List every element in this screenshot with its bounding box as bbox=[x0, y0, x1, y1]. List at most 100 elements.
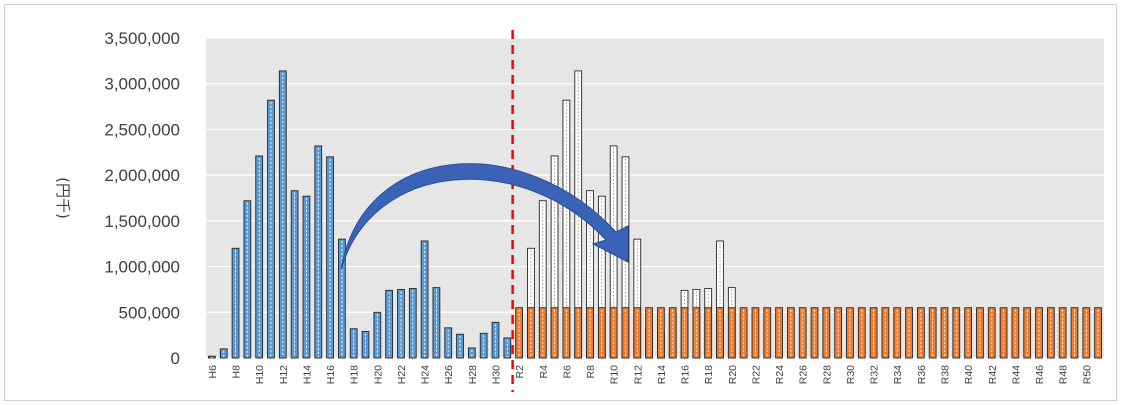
y-tick-label: 1,000,000 bbox=[104, 258, 180, 277]
bar-historical bbox=[326, 156, 334, 359]
x-tick-label: R50 bbox=[1081, 365, 1093, 384]
bar-historical bbox=[219, 348, 228, 359]
x-tick-label: R26 bbox=[798, 365, 810, 384]
bar-levelled bbox=[775, 307, 783, 359]
bar-levelled bbox=[846, 307, 854, 359]
x-tick-label: R32 bbox=[869, 365, 881, 384]
x-tick-label: R18 bbox=[703, 365, 715, 384]
bar-levelled bbox=[727, 307, 736, 359]
bar-levelled bbox=[562, 307, 571, 359]
bar-historical bbox=[267, 99, 275, 359]
bar-levelled bbox=[1094, 307, 1102, 359]
bar-historical bbox=[361, 331, 370, 359]
x-tick-label: R12 bbox=[632, 365, 644, 384]
x-tick-label: H26 bbox=[443, 365, 455, 384]
bar-historical bbox=[467, 347, 476, 359]
y-tick-label: 2,500,000 bbox=[104, 120, 180, 139]
x-tick-label: R48 bbox=[1058, 365, 1070, 384]
bar-levelled bbox=[869, 307, 878, 359]
bar-historical bbox=[479, 332, 488, 359]
x-axis-ticks: H6 H8 H10 H12 H14 H16 H18 H20 H22 H24 H26 H28 H30 R2 R… bbox=[207, 365, 1093, 384]
bar-levelled bbox=[739, 307, 748, 359]
x-tick-label: H24 bbox=[420, 365, 432, 384]
x-tick-label: R10 bbox=[609, 365, 621, 384]
bar-levelled bbox=[763, 307, 772, 359]
bar-levelled bbox=[1070, 307, 1079, 359]
x-tick-label: R30 bbox=[845, 365, 857, 384]
bar-levelled bbox=[834, 307, 843, 359]
bar-levelled bbox=[857, 307, 866, 359]
shift-arrow bbox=[340, 163, 629, 271]
x-tick-label: R6 bbox=[561, 365, 573, 379]
bar-historical bbox=[385, 289, 394, 359]
bar-levelled bbox=[515, 307, 523, 359]
x-tick-label: R24 bbox=[774, 365, 786, 384]
bar-levelled bbox=[621, 307, 630, 359]
bar-levelled bbox=[668, 307, 677, 359]
x-tick-label: R34 bbox=[892, 365, 904, 384]
bar-historical bbox=[255, 155, 264, 359]
x-tick-label: H28 bbox=[467, 365, 479, 384]
y-axis-ticks: 0 500,000 1,000,000 1,500,000 2,000,000 2,500… bbox=[104, 29, 180, 368]
x-tick-label: R2 bbox=[514, 365, 526, 379]
bar-levelled bbox=[527, 307, 535, 359]
bar-levelled bbox=[574, 307, 583, 359]
bar-levelled bbox=[798, 307, 807, 359]
y-tick-label: 3,000,000 bbox=[104, 75, 180, 94]
x-tick-label: H18 bbox=[349, 365, 361, 384]
bar-levelled bbox=[881, 307, 890, 359]
bar-levelled bbox=[810, 307, 819, 359]
x-tick-label: R36 bbox=[916, 365, 928, 384]
x-tick-label: H22 bbox=[396, 365, 408, 384]
y-tick-label: 1,500,000 bbox=[104, 212, 180, 231]
x-tick-label: H8 bbox=[231, 365, 243, 379]
x-tick-label: R44 bbox=[1010, 365, 1022, 384]
bar-levelled bbox=[550, 307, 559, 359]
bar-levelled bbox=[692, 307, 701, 359]
x-tick-label: R38 bbox=[939, 365, 951, 384]
x-tick-label: H30 bbox=[490, 365, 502, 384]
bar-levelled bbox=[916, 307, 925, 359]
curved-arrow-shape bbox=[340, 163, 629, 271]
bars bbox=[208, 70, 1102, 359]
x-tick-label: R42 bbox=[987, 365, 999, 384]
bar-levelled bbox=[751, 307, 760, 359]
x-tick-label: H10 bbox=[254, 365, 266, 384]
x-tick-label: R4 bbox=[538, 365, 550, 379]
bar-levelled bbox=[657, 307, 665, 359]
bar-levelled bbox=[1035, 307, 1043, 359]
x-tick-label: R46 bbox=[1034, 365, 1046, 384]
x-tick-label: R20 bbox=[727, 365, 739, 384]
x-tick-label: R40 bbox=[963, 365, 975, 384]
bar-levelled bbox=[538, 307, 547, 359]
y-axis-label: (円千) bbox=[54, 177, 72, 219]
x-tick-label: H12 bbox=[278, 365, 290, 384]
bar-levelled bbox=[609, 307, 618, 359]
bar-historical bbox=[302, 195, 311, 359]
bar-levelled bbox=[999, 307, 1008, 359]
x-tick-label: H20 bbox=[372, 365, 384, 384]
bar-levelled bbox=[822, 307, 831, 359]
y-tick-label: 500,000 bbox=[119, 303, 180, 322]
bar-levelled bbox=[645, 307, 653, 359]
bar-levelled bbox=[704, 307, 713, 359]
x-tick-label: R22 bbox=[750, 365, 762, 384]
x-tick-label: H16 bbox=[325, 365, 337, 384]
x-tick-label: R14 bbox=[656, 365, 668, 384]
y-tick-label: 2,000,000 bbox=[104, 166, 180, 185]
bar-levelled bbox=[787, 307, 795, 359]
bar-levelled bbox=[905, 307, 913, 359]
bar-levelled bbox=[940, 307, 949, 359]
bar-levelled bbox=[597, 307, 606, 359]
x-tick-label: R28 bbox=[821, 365, 833, 384]
plot-area bbox=[206, 38, 1104, 358]
bar-levelled bbox=[987, 307, 996, 359]
bar-levelled bbox=[976, 307, 984, 359]
bar-historical bbox=[491, 321, 500, 359]
x-tick-label: H14 bbox=[301, 365, 313, 384]
gridlines bbox=[206, 37, 1104, 359]
bar-levelled bbox=[893, 307, 902, 359]
bar-levelled bbox=[952, 307, 961, 359]
bar-levelled bbox=[1011, 307, 1020, 359]
x-tick-label: R16 bbox=[680, 365, 692, 384]
